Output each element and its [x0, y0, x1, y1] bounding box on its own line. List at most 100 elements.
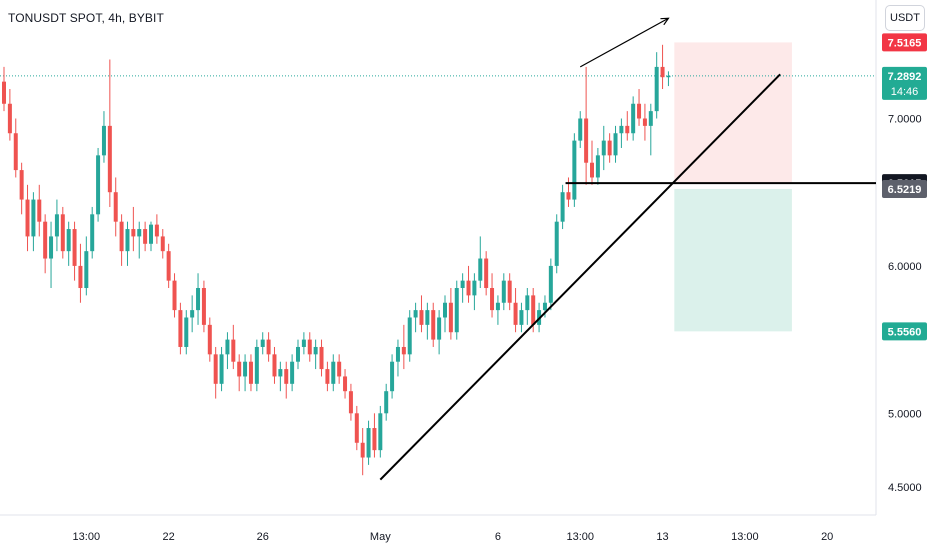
candle-body[interactable] — [637, 103, 642, 119]
candle-body[interactable] — [196, 288, 201, 311]
candle-body[interactable] — [443, 302, 447, 318]
candle-body[interactable] — [660, 66, 665, 78]
candle-body[interactable] — [501, 280, 506, 303]
stop-loss-zone[interactable] — [674, 42, 792, 184]
candle-body[interactable] — [654, 66, 659, 112]
candle-body[interactable] — [519, 310, 524, 325]
candle-body[interactable] — [60, 214, 65, 252]
candle-body[interactable] — [90, 214, 95, 252]
candle-body[interactable] — [96, 155, 101, 215]
candle-body[interactable] — [84, 251, 89, 289]
candle-body[interactable] — [619, 125, 624, 134]
take-profit-zone[interactable] — [674, 188, 792, 332]
candle-body[interactable] — [143, 229, 148, 244]
candle-body[interactable] — [413, 310, 418, 318]
candle-body[interactable] — [66, 229, 71, 252]
candle-body[interactable] — [484, 258, 489, 289]
candle-body[interactable] — [49, 236, 54, 259]
candle-body[interactable] — [613, 133, 618, 156]
candle-body[interactable] — [472, 280, 477, 296]
candle-body[interactable] — [584, 118, 589, 163]
candle-body[interactable] — [213, 354, 218, 384]
candle-body[interactable] — [419, 310, 424, 325]
arrow-line[interactable] — [579, 17, 669, 68]
candle-body[interactable] — [507, 280, 512, 303]
candle-body[interactable] — [7, 103, 12, 134]
candle-body[interactable] — [495, 302, 500, 311]
candle-body[interactable] — [490, 288, 495, 311]
candle-body[interactable] — [166, 251, 171, 281]
candle-body[interactable] — [207, 324, 212, 355]
candle-body[interactable] — [448, 302, 453, 333]
candle-body[interactable] — [648, 111, 653, 126]
candle-body[interactable] — [137, 229, 142, 237]
candle-body[interactable] — [119, 221, 124, 252]
candle-body[interactable] — [278, 369, 283, 377]
candle-body[interactable] — [437, 317, 442, 340]
candle-body[interactable] — [478, 258, 483, 281]
candle-body[interactable] — [301, 339, 306, 347]
candle-body[interactable] — [425, 310, 430, 325]
candle-body[interactable] — [78, 265, 83, 289]
candle-body[interactable] — [113, 192, 118, 222]
candle-body[interactable] — [325, 369, 330, 384]
candle-body[interactable] — [307, 339, 312, 355]
candle-body[interactable] — [343, 376, 348, 392]
candle-body[interactable] — [337, 361, 342, 377]
candle-body[interactable] — [354, 413, 359, 443]
candle-body[interactable] — [184, 317, 189, 347]
candle-body[interactable] — [401, 346, 406, 355]
candle-body[interactable] — [248, 361, 253, 384]
candle-body[interactable] — [525, 295, 530, 311]
candle-body[interactable] — [125, 229, 130, 252]
candle-body[interactable] — [19, 170, 24, 200]
candle-body[interactable] — [595, 155, 600, 178]
candle-body[interactable] — [578, 118, 583, 141]
candle-body[interactable] — [642, 118, 647, 126]
candle-body[interactable] — [366, 428, 371, 458]
candle-body[interactable] — [566, 192, 571, 200]
trendline[interactable] — [379, 73, 781, 481]
candle-body[interactable] — [625, 125, 630, 134]
candle-body[interactable] — [601, 140, 606, 156]
candle-body[interactable] — [231, 339, 236, 362]
candle-body[interactable] — [178, 310, 183, 347]
candle-body[interactable] — [190, 310, 195, 318]
candle-body[interactable] — [542, 302, 547, 311]
candle-body[interactable] — [560, 192, 565, 222]
candle-body[interactable] — [454, 288, 459, 333]
candle-body[interactable] — [160, 236, 165, 252]
candle-body[interactable] — [237, 361, 242, 377]
candle-body[interactable] — [37, 199, 42, 222]
candle-body[interactable] — [548, 265, 553, 303]
candle-body[interactable] — [201, 288, 206, 325]
candle-body[interactable] — [378, 413, 383, 451]
candle-body[interactable] — [107, 125, 112, 193]
candle-body[interactable] — [2, 81, 6, 104]
currency-button[interactable]: USDT — [885, 5, 925, 31]
candle-body[interactable] — [319, 346, 324, 370]
candle-body[interactable] — [554, 221, 559, 266]
candle-body[interactable] — [372, 428, 377, 451]
candle-body[interactable] — [31, 199, 36, 237]
candle-body[interactable] — [390, 361, 395, 392]
candle-body[interactable] — [131, 229, 136, 237]
candle-body[interactable] — [254, 346, 259, 384]
candle-body[interactable] — [360, 442, 365, 458]
candle-body[interactable] — [272, 354, 277, 377]
candle-body[interactable] — [313, 346, 318, 355]
candle-body[interactable] — [266, 339, 271, 355]
candle-body[interactable] — [43, 221, 48, 259]
candle-body[interactable] — [666, 75, 671, 78]
candle-body[interactable] — [384, 391, 389, 414]
candle-body[interactable] — [466, 280, 471, 296]
candle-body[interactable] — [631, 103, 636, 134]
candle-body[interactable] — [395, 346, 400, 362]
candle-body[interactable] — [290, 361, 295, 384]
candle-body[interactable] — [407, 317, 412, 355]
candle-body[interactable] — [154, 224, 159, 237]
candle-body[interactable] — [572, 140, 577, 200]
candle-body[interactable] — [284, 369, 289, 384]
